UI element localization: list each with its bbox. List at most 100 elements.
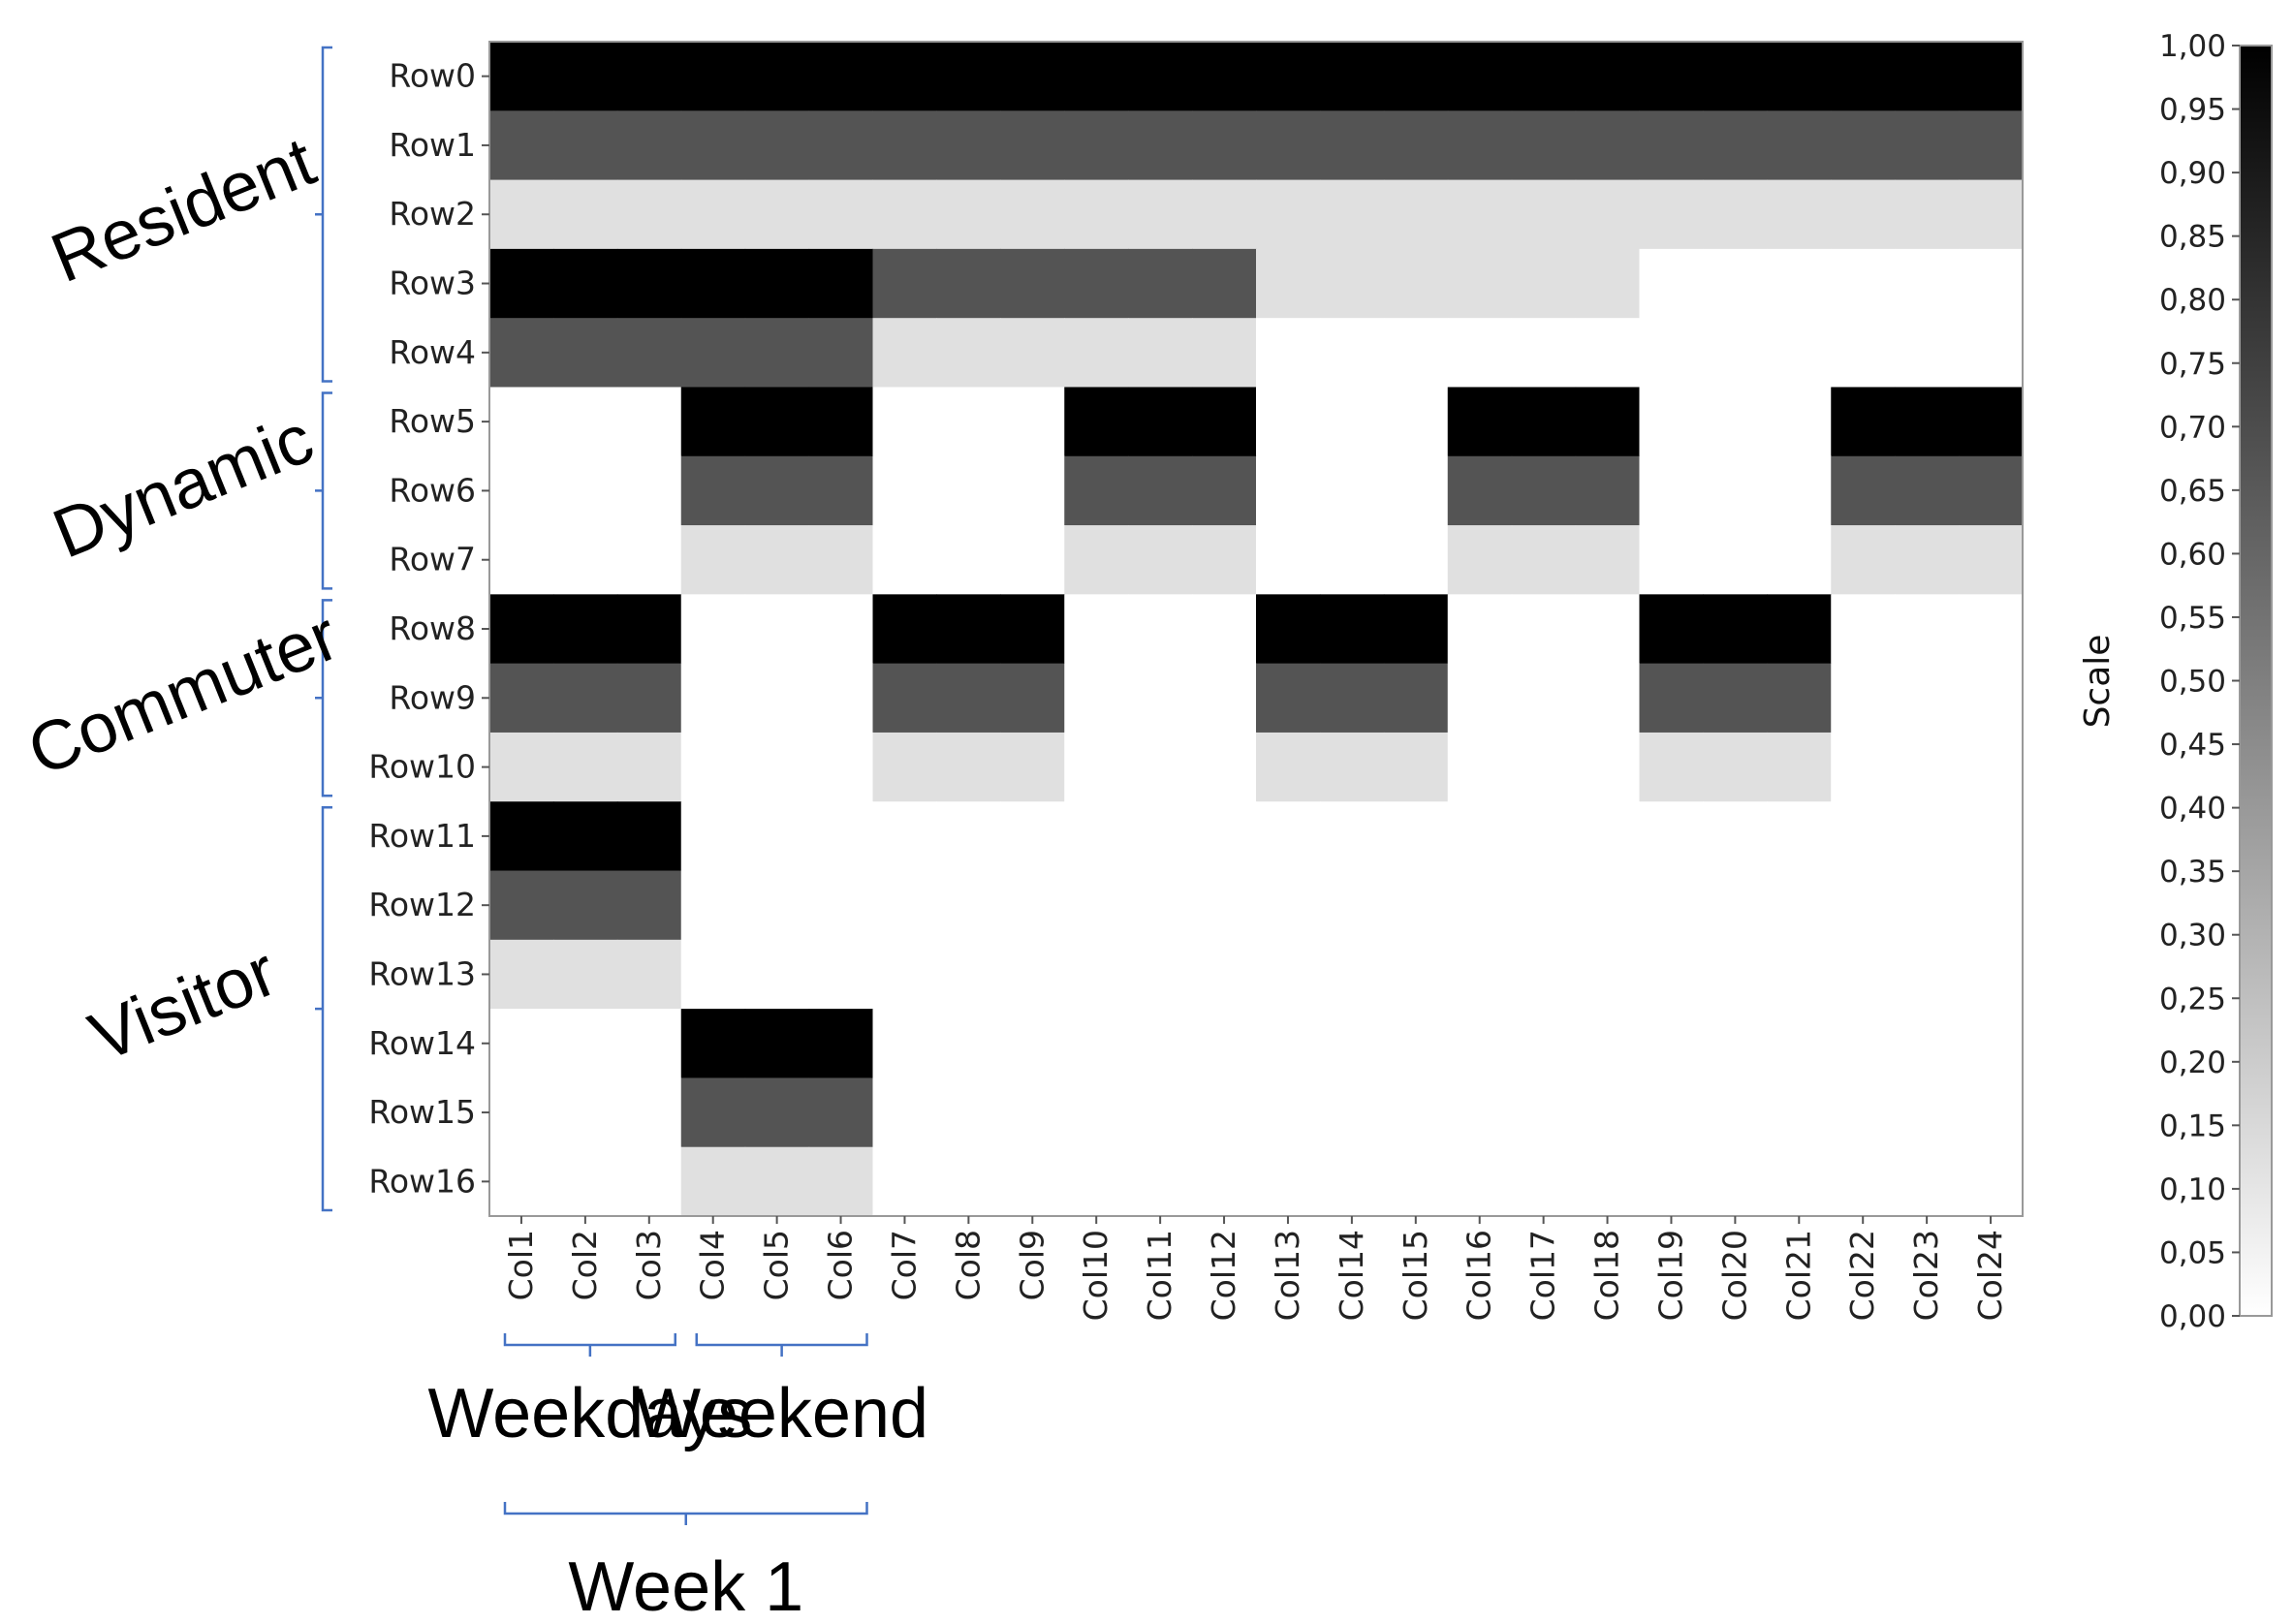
heatmap-cell-row7-col11 [1128, 525, 1193, 595]
column-tick-label-col18: Col18 [1588, 1230, 1626, 1321]
heatmap-cell-row12-col19 [1639, 870, 1705, 941]
heatmap-cell-row6-col17 [1511, 455, 1577, 526]
heatmap-cell-row2-col22 [1831, 179, 1896, 250]
heatmap-cell-row7-col2 [552, 525, 618, 595]
colorbar-tick-label: 0,25 [2159, 982, 2226, 1016]
heatmap-cell-row6-col7 [872, 455, 938, 526]
heatmap-cell-row12-col21 [1767, 870, 1832, 941]
heatmap-cell-row13-col16 [1447, 939, 1513, 1010]
column-tick-label-col11: Col11 [1141, 1230, 1178, 1321]
colorbar-tick-label: 0,50 [2159, 665, 2226, 700]
heatmap-cell-row11-col15 [1383, 801, 1449, 872]
colorbar-tick-label: 0,60 [2159, 537, 2226, 572]
heatmap-cell-row12-col23 [1895, 870, 1960, 941]
heatmap-cell-row11-col14 [1319, 801, 1385, 872]
heatmap-cell-row5-col12 [1192, 387, 1257, 457]
heatmap-cell-row11-col11 [1128, 801, 1193, 872]
row-tick-label-row12: Row12 [368, 886, 476, 923]
row-tick-label-row7: Row7 [389, 541, 476, 578]
heatmap-cell-row9-col10 [1064, 663, 1129, 734]
heatmap-cell-row16-col13 [1256, 1146, 1321, 1217]
heatmap-cell-row16-col5 [744, 1146, 810, 1217]
heatmap-cell-row0-col2 [552, 42, 618, 111]
row-tick-label-row3: Row3 [389, 265, 476, 302]
column-tick-label-col10: Col10 [1077, 1230, 1115, 1321]
heatmap-cell-row3-col23 [1895, 248, 1960, 319]
column-tick-label-col3: Col3 [630, 1230, 668, 1300]
heatmap-cell-row0-col1 [489, 42, 554, 111]
row-group-bracket-visitor [315, 805, 332, 1212]
heatmap-cell-row9-col1 [489, 663, 554, 734]
heatmap-cell-row5-col21 [1767, 387, 1832, 457]
heatmap-cell-row16-col2 [552, 1146, 618, 1217]
heatmap-cell-row13-col6 [808, 939, 874, 1010]
heatmap-cell-row8-col9 [1000, 594, 1065, 665]
heatmap-cell-row16-col9 [1000, 1146, 1065, 1217]
heatmap-cell-row9-col22 [1831, 663, 1896, 734]
heatmap-cell-row7-col21 [1767, 525, 1832, 595]
heatmap-cell-row3-col7 [872, 248, 938, 319]
heatmap-cell-row9-col16 [1447, 663, 1513, 734]
heatmap-cell-row11-col8 [936, 801, 1001, 872]
heatmap-cell-row8-col18 [1575, 594, 1641, 665]
row-tick-labels: Row0 Row1 Row2 Row3 Row4 Row5 Row6 Row7 Row8 Row9… [368, 57, 489, 1200]
heatmap-cell-row5-col14 [1319, 387, 1385, 457]
heatmap-cell-row7-col6 [808, 525, 874, 595]
heatmap-cell-row0-col19 [1639, 42, 1705, 111]
heatmap-cell-row3-col14 [1319, 248, 1385, 319]
heatmap-cell-row0-col4 [680, 42, 746, 111]
heatmap-cell-row13-col22 [1831, 939, 1896, 1010]
heatmap-cell-row15-col22 [1831, 1077, 1896, 1148]
heatmap-cell-row11-col1 [489, 801, 554, 872]
heatmap-cell-row0-col21 [1767, 42, 1832, 111]
heatmap-cell-row14-col18 [1575, 1009, 1641, 1079]
heatmap-cell-row14-col17 [1511, 1009, 1577, 1079]
heatmap-cell-row5-col24 [1959, 387, 2024, 457]
heatmap-cell-row4-col9 [1000, 318, 1065, 389]
heatmap-cell-row12-col4 [680, 870, 746, 941]
colorbar: 0,00 0,05 0,10 0,15 0,20 0,25 0,30 0,35 0,40 0,45… [2078, 29, 2273, 1334]
heatmap-cell-row4-col6 [808, 318, 874, 389]
heatmap-cell-row15-col21 [1767, 1077, 1832, 1148]
column-tick-label-col9: Col9 [1013, 1230, 1051, 1300]
heatmap-cell-row9-col23 [1895, 663, 1960, 734]
heatmap-cell-row14-col21 [1767, 1009, 1832, 1079]
heatmap-cell-row8-col21 [1767, 594, 1832, 665]
heatmap-cell-row1-col4 [680, 110, 746, 181]
heatmap-cell-row10-col7 [872, 732, 938, 802]
heatmap-cell-row14-col12 [1192, 1009, 1257, 1079]
column-tick-label-col13: Col13 [1269, 1230, 1306, 1321]
heatmap-cell-row3-col24 [1959, 248, 2024, 319]
heatmap-cell-row5-col22 [1831, 387, 1896, 457]
heatmap-cell-row7-col15 [1383, 525, 1449, 595]
heatmap-cell-row11-col9 [1000, 801, 1065, 872]
heatmap-cell-row3-col5 [744, 248, 810, 319]
row-group-label-dynamic: Dynamic [43, 400, 324, 574]
colorbar-tick-label: 0,80 [2159, 283, 2226, 318]
heatmap-cell-row0-col10 [1064, 42, 1129, 111]
row-group-label-resident: Resident [41, 123, 325, 298]
heatmap-cell-row8-col8 [936, 594, 1001, 665]
heatmap-cell-row7-col5 [744, 525, 810, 595]
heatmap-cell-row7-col10 [1064, 525, 1129, 595]
heatmap-cell-row6-col14 [1319, 455, 1385, 526]
heatmap-cell-row6-col24 [1959, 455, 2024, 526]
heatmap-cell-row8-col16 [1447, 594, 1513, 665]
heatmap-cell-row2-col14 [1319, 179, 1385, 250]
heatmap-cell-row8-col5 [744, 594, 810, 665]
heatmap-cell-row13-col20 [1703, 939, 1768, 1010]
heatmap-cell-row15-col16 [1447, 1077, 1513, 1148]
row-tick-label-row0: Row0 [389, 57, 476, 95]
row-group-bracket-resident [315, 46, 332, 383]
heatmap-cell-row0-col6 [808, 42, 874, 111]
row-tick-label-row2: Row2 [389, 195, 476, 233]
colorbar-tick-label: 0,75 [2159, 347, 2226, 382]
heatmap-cell-row4-col21 [1767, 318, 1832, 389]
row-tick-label-row4: Row4 [389, 333, 476, 371]
heatmap-cell-row11-col12 [1192, 801, 1257, 872]
heatmap-cells [489, 42, 2024, 1217]
heatmap-cell-row16-col22 [1831, 1146, 1896, 1217]
heatmap-cell-row15-col23 [1895, 1077, 1960, 1148]
heatmap-cell-row5-col11 [1128, 387, 1193, 457]
heatmap-cell-row16-col11 [1128, 1146, 1193, 1217]
